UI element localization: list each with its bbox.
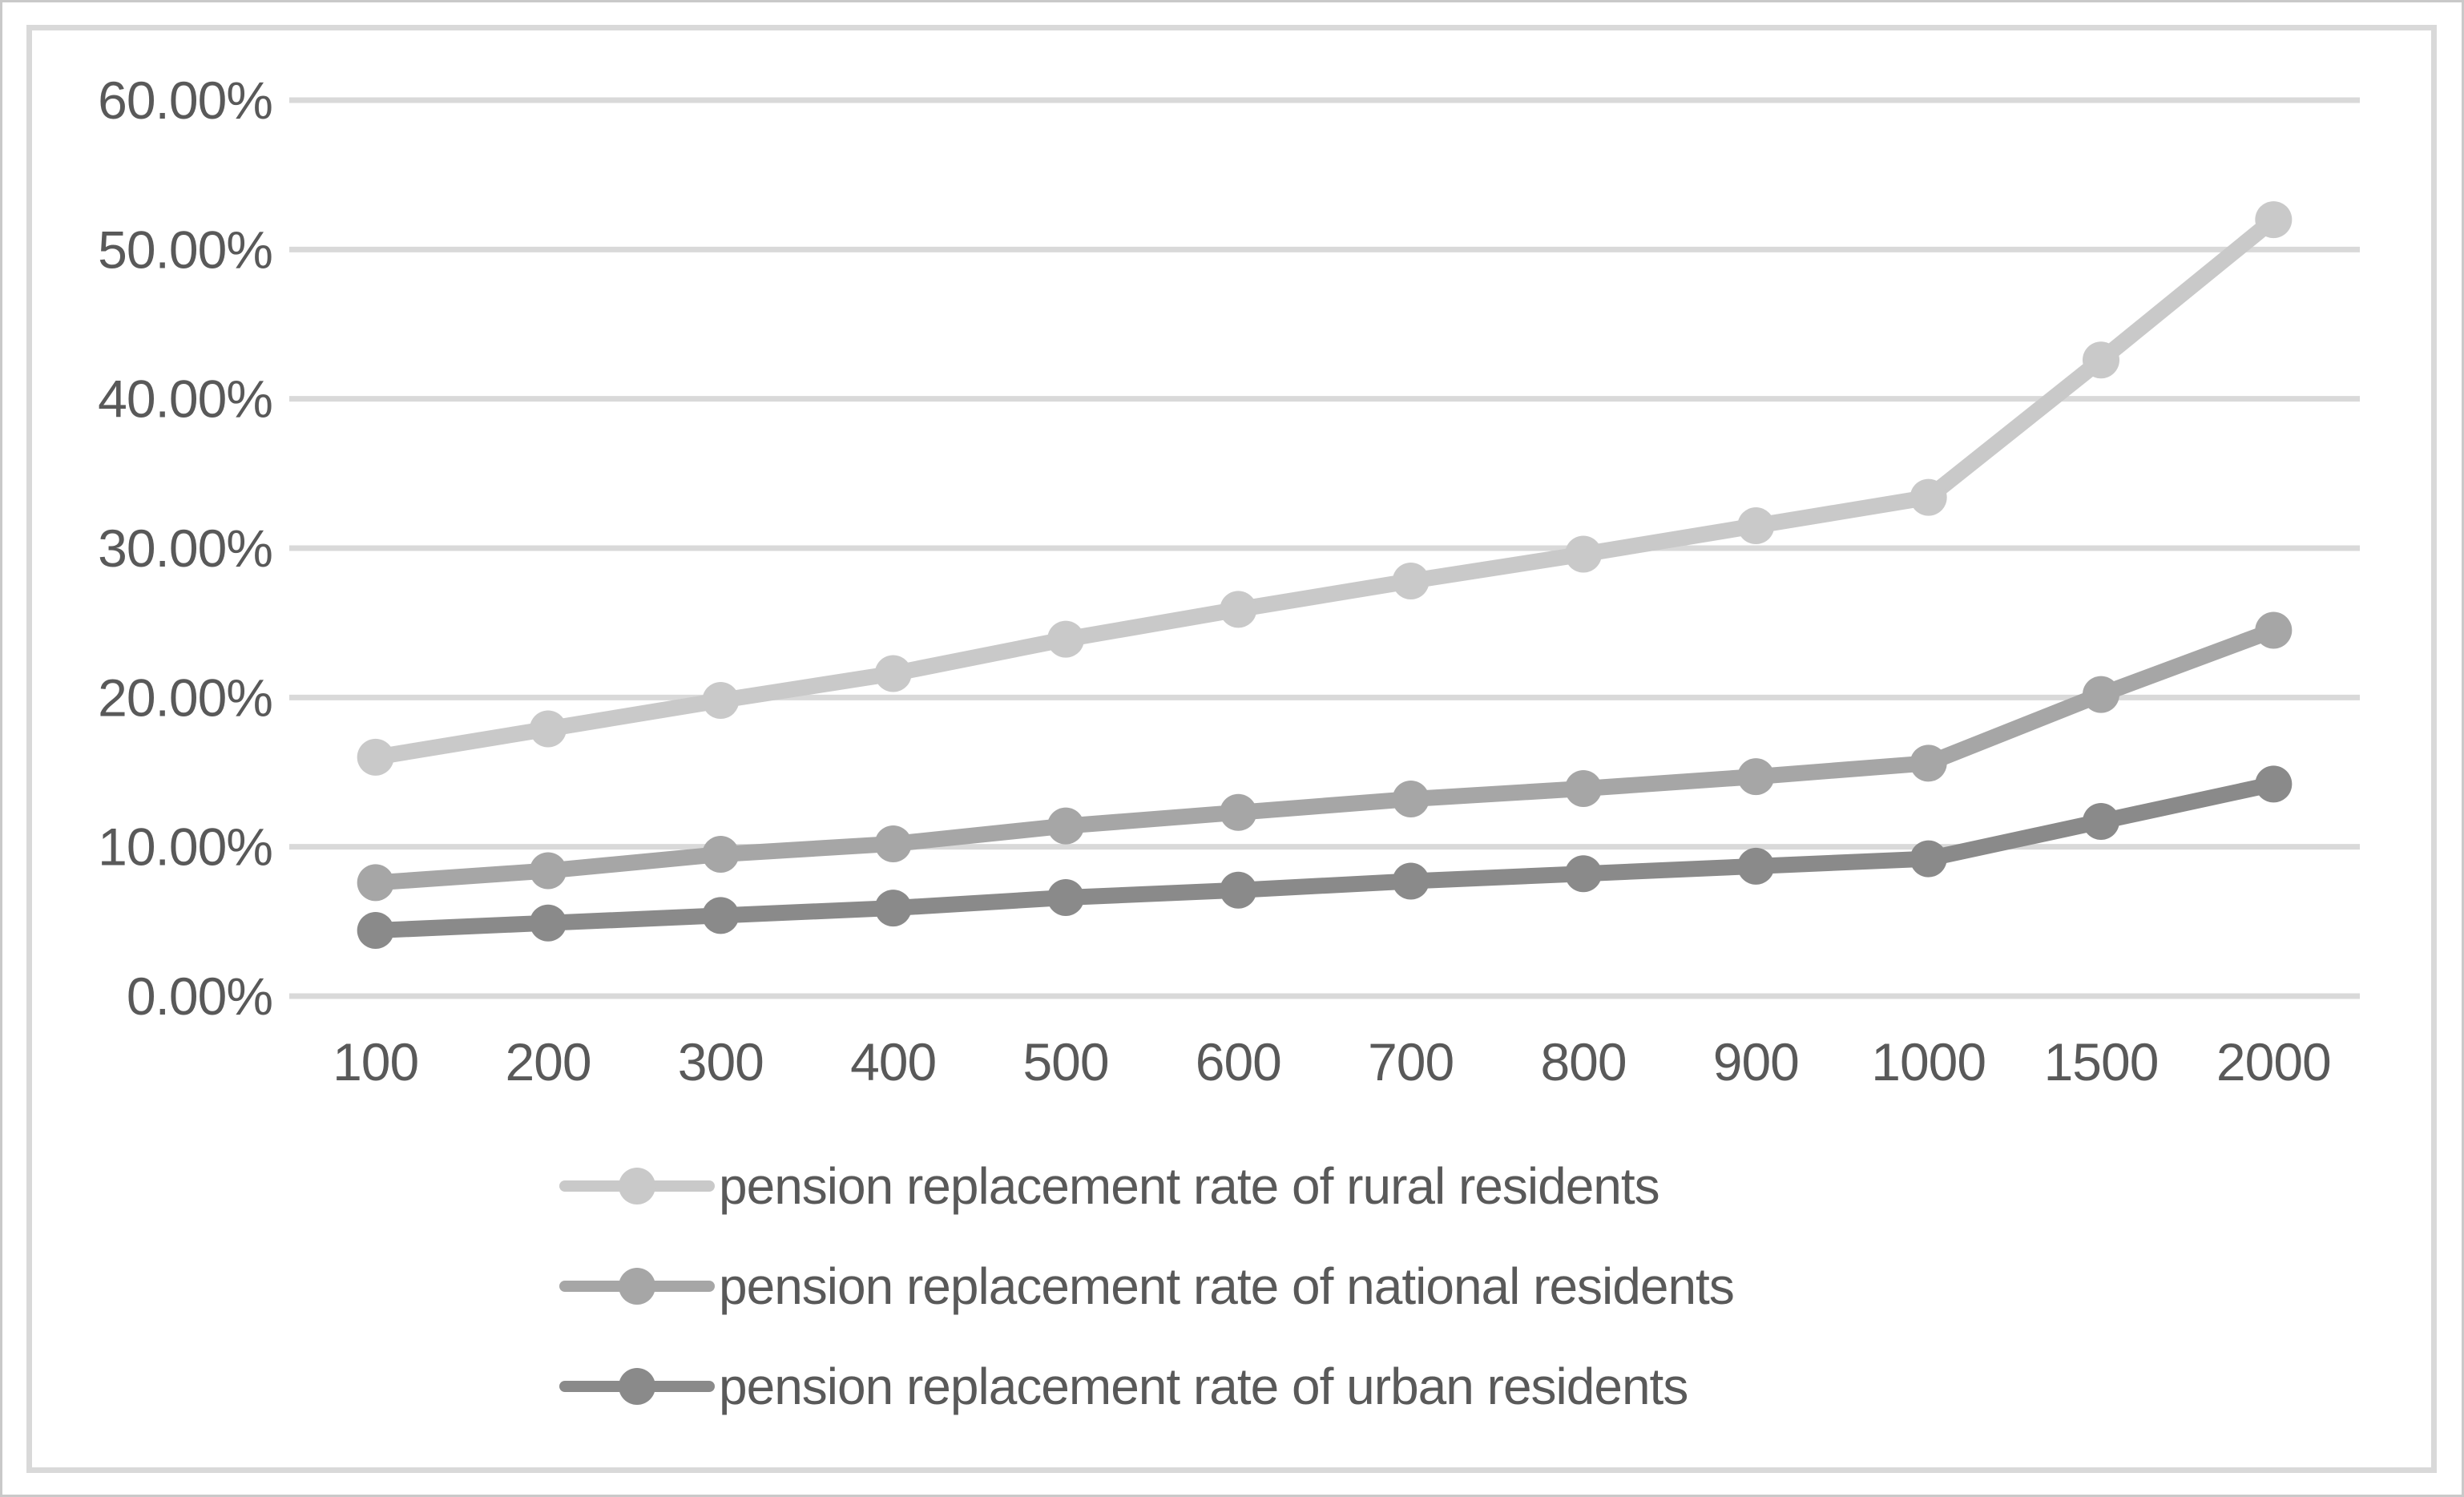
- legend-label: pension replacement rate of urban reside…: [719, 1358, 1688, 1415]
- data-point-series1-x100: [357, 864, 394, 902]
- series-line-2: [367, 776, 2282, 939]
- x-axis-tick-label: 800: [1540, 1032, 1626, 1091]
- data-point-series1-x600: [1220, 793, 1257, 831]
- y-axis-tick-label: 0.00%: [127, 966, 272, 1026]
- x-axis-tick-label: 1500: [2044, 1032, 2159, 1091]
- x-axis-tick-label: 200: [505, 1032, 591, 1091]
- x-axis-tick-label: 2000: [2216, 1032, 2331, 1091]
- y-axis-tick-label: 30.00%: [98, 519, 272, 578]
- data-point-series1-x400: [874, 825, 912, 862]
- x-axis-tick-label: 100: [333, 1032, 418, 1091]
- data-point-series0-x600: [1220, 591, 1257, 628]
- data-point-series1-x200: [530, 852, 567, 890]
- legend-circle-marker-icon: [619, 1368, 655, 1405]
- y-axis-tick-label: 20.00%: [98, 668, 272, 727]
- y-axis-tick-label: 50.00%: [98, 220, 272, 279]
- data-point-series0-x1000: [1909, 478, 1947, 516]
- x-axis-tick-label: 700: [1368, 1032, 1454, 1091]
- legend-label: pension replacement rate of rural reside…: [719, 1157, 1659, 1215]
- data-point-series2-x500: [1047, 879, 1084, 917]
- chart-frame-border: [26, 25, 2437, 1473]
- data-point-series2-x400: [874, 890, 912, 927]
- legend-label: pension replacement rate of national res…: [719, 1257, 1734, 1315]
- data-point-series2-x2000: [2255, 765, 2293, 803]
- legend-circle-marker-icon: [619, 1168, 655, 1204]
- data-point-series0-x700: [1392, 562, 1430, 599]
- data-point-series2-x900: [1737, 847, 1775, 885]
- legend-circle-marker-icon: [619, 1268, 655, 1305]
- x-axis-tick-label: 600: [1196, 1032, 1281, 1091]
- data-point-series1-x700: [1392, 781, 1430, 818]
- data-point-series0-x100: [357, 738, 394, 776]
- data-point-series0-x500: [1047, 620, 1084, 658]
- data-point-series1-x2000: [2255, 611, 2293, 649]
- data-point-series2-x600: [1220, 871, 1257, 909]
- data-point-series0-x900: [1737, 507, 1775, 545]
- x-axis-tick-label: 500: [1022, 1032, 1108, 1091]
- data-point-series1-x500: [1047, 807, 1084, 845]
- series-line-1: [367, 622, 2282, 891]
- data-point-series0-x800: [1565, 535, 1602, 573]
- data-point-series0-x300: [702, 682, 740, 720]
- data-point-series2-x300: [702, 897, 740, 934]
- x-axis-tick-label: 300: [678, 1032, 764, 1091]
- y-axis-tick-label: 40.00%: [98, 369, 272, 429]
- data-point-series1-x800: [1565, 769, 1602, 807]
- y-axis-tick-label: 10.00%: [98, 817, 272, 877]
- data-point-series2-x1500: [2083, 802, 2119, 840]
- data-point-series0-x1500: [2083, 341, 2119, 379]
- data-point-series1-x900: [1737, 758, 1775, 796]
- y-axis-tick-label: 60.00%: [98, 71, 272, 130]
- data-point-series2-x800: [1565, 855, 1602, 893]
- data-point-series2-x200: [530, 904, 567, 942]
- data-point-series0-x400: [874, 655, 912, 692]
- data-point-series0-x200: [530, 710, 567, 748]
- data-point-series0-x2000: [2255, 201, 2293, 239]
- x-axis-tick-label: 400: [850, 1032, 936, 1091]
- data-point-series1-x1500: [2083, 676, 2119, 713]
- data-point-series2-x1000: [1909, 840, 1947, 878]
- series-line-0: [367, 212, 2282, 765]
- data-point-series1-x1000: [1909, 744, 1947, 782]
- data-point-series2-x700: [1392, 862, 1430, 900]
- x-axis-tick-label: 1000: [1871, 1032, 1986, 1091]
- x-axis-tick-label: 900: [1713, 1032, 1799, 1091]
- data-point-series2-x100: [357, 912, 394, 950]
- data-point-series1-x300: [702, 835, 740, 873]
